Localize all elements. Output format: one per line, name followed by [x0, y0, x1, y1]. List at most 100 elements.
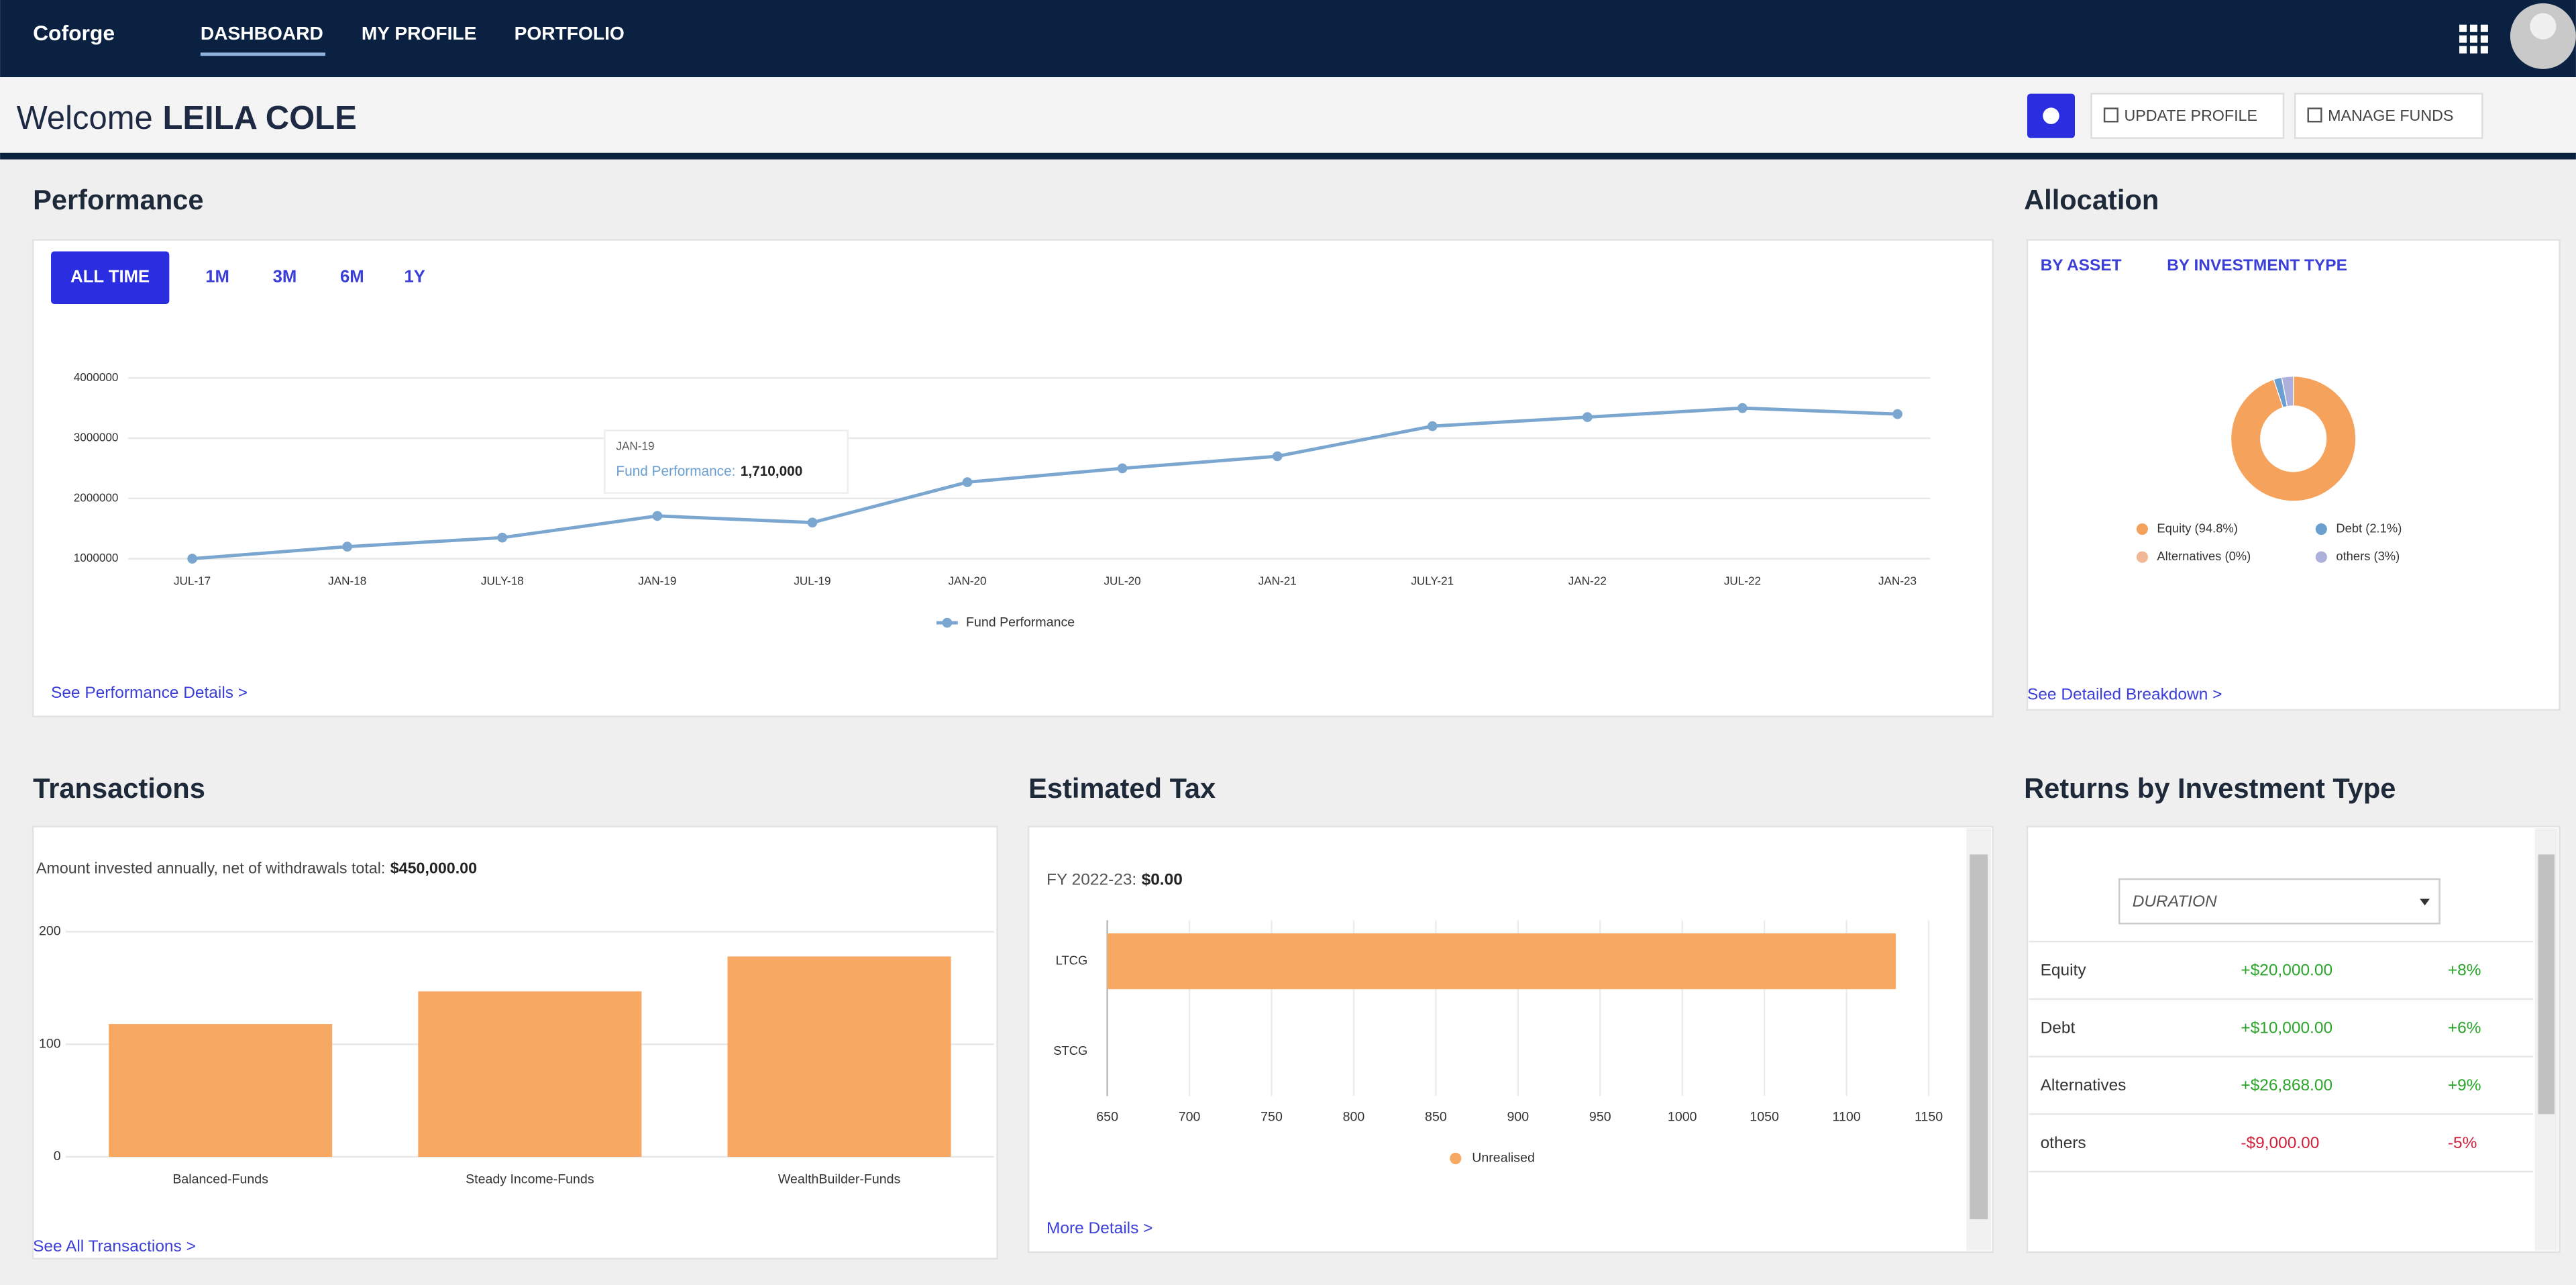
summary-total: $450,000.00 [390, 860, 477, 877]
welcome: Welcome LEILA COLE [17, 100, 357, 136]
tax-period: FY 2022-23: $0.00 [1046, 871, 1183, 889]
range-button[interactable]: 1Y [405, 268, 425, 287]
header-button[interactable] [2294, 93, 2483, 139]
apps-icon-cell [2480, 46, 2488, 54]
x-tick-label: Steady Income-Funds [466, 1172, 594, 1186]
summary: Amount invested annually, net of withdra… [36, 860, 477, 877]
tooltip-text: Fund Performance: 1,710,000 [616, 463, 802, 478]
header-button-icon [2103, 107, 2118, 123]
header-button[interactable] [2090, 93, 2285, 139]
details-link[interactable]: See All Transactions > [33, 1237, 196, 1255]
apps-icon-cell [2469, 35, 2477, 43]
bar [109, 1024, 333, 1157]
section-title: Estimated Tax [1028, 772, 1216, 804]
legend-label: Debt (2.1%) [2336, 521, 2402, 535]
x-tick-label: 800 [1343, 1109, 1365, 1124]
avatar-head [2530, 13, 2557, 40]
x-tick-label: JUL-17 [174, 574, 211, 587]
legend-label: Equity (94.8%) [2157, 521, 2237, 535]
x-tick-label: 750 [1260, 1109, 1283, 1124]
table-cell: -$9,000.00 [2241, 1134, 2319, 1152]
header-button-label[interactable]: MANAGE FUNDS [2328, 107, 2453, 124]
line-point [1582, 412, 1593, 422]
table-cell: +$26,868.00 [2241, 1076, 2332, 1094]
details-link[interactable]: See Performance Details > [51, 684, 248, 702]
x-tick-label: 1000 [1668, 1109, 1697, 1124]
pie-slice [2281, 376, 2294, 407]
line-point [807, 517, 818, 528]
y-tick-label: 0 [54, 1149, 61, 1164]
line-point [1892, 409, 1902, 419]
x-tick-label: JAN-19 [638, 574, 676, 587]
x-tick-label: JAN-18 [328, 574, 366, 587]
apps-icon-cell [2480, 24, 2488, 32]
scrollbar-thumb [2538, 854, 2555, 1115]
card [1027, 825, 1994, 1253]
line-point [962, 477, 973, 487]
apps-icon-cell [2459, 35, 2467, 43]
legend-marker [2315, 523, 2327, 535]
x-tick-label: 900 [1507, 1109, 1529, 1124]
x-tick-label: 850 [1425, 1109, 1447, 1124]
header-button-label[interactable]: UPDATE PROFILE [2124, 107, 2257, 124]
range-button[interactable]: 6M [340, 268, 364, 287]
bar [418, 991, 642, 1157]
legend-label: Fund Performance [966, 615, 1075, 629]
range-button[interactable]: ALL TIME [70, 268, 150, 287]
table-cell: Equity [2041, 962, 2087, 980]
x-tick-label: 1100 [1833, 1109, 1861, 1124]
section-title: Allocation [2024, 184, 2159, 215]
details-link[interactable]: See Detailed Breakdown > [2027, 685, 2222, 703]
x-tick-label: JULY-18 [481, 574, 524, 587]
table-cell: Alternatives [2041, 1076, 2127, 1094]
line-point [497, 532, 508, 543]
x-tick-label: 650 [1096, 1109, 1118, 1124]
x-tick-label: Balanced-Funds [172, 1172, 268, 1186]
range-button-active[interactable] [51, 251, 170, 305]
x-tick-label: JAN-23 [1878, 574, 1917, 587]
summary-text: Amount invested annually, net of withdra… [36, 860, 385, 877]
range-button[interactable]: 3M [273, 268, 297, 287]
range-button[interactable]: 1M [205, 268, 229, 287]
nav-link[interactable]: DASHBOARD [201, 23, 323, 44]
apps-icon-cell [2480, 35, 2488, 43]
x-tick-label: JAN-22 [1568, 574, 1607, 587]
y-tick-label: STCG [1053, 1043, 1087, 1058]
line-point [1737, 403, 1748, 413]
x-tick-label: 700 [1179, 1109, 1201, 1124]
table-cell: +$10,000.00 [2241, 1019, 2332, 1037]
line-point [1272, 451, 1283, 462]
legend-marker [2136, 551, 2148, 563]
x-tick-label: JUL-19 [794, 574, 830, 587]
tab[interactable]: BY INVESTMENT TYPE [2167, 256, 2347, 274]
card [32, 239, 1994, 717]
tab[interactable]: BY ASSET [2041, 256, 2122, 274]
y-tick-label: 4000000 [74, 370, 119, 384]
line-point [652, 511, 663, 521]
x-tick-label: JULY-21 [1411, 574, 1454, 587]
nav-underline [200, 52, 325, 56]
nav-link[interactable]: PORTFOLIO [515, 23, 625, 44]
x-tick-label: 1150 [1915, 1109, 1943, 1124]
header-rule [0, 152, 2576, 160]
table-cell: +9% [2448, 1076, 2481, 1094]
x-tick-label: JUL-20 [1104, 574, 1141, 587]
y-tick-label: 2000000 [74, 491, 119, 504]
dropdown-caret [2420, 898, 2430, 906]
legend-label: Unrealised [1472, 1151, 1535, 1166]
nav-bar [0, 0, 2576, 78]
dropdown[interactable] [2118, 878, 2440, 925]
y-tick-label: LTCG [1056, 953, 1088, 967]
table-cell: +$20,000.00 [2241, 962, 2332, 980]
line-series [192, 406, 1898, 561]
nav-link[interactable]: MY PROFILE [362, 23, 477, 44]
details-link[interactable]: More Details > [1046, 1219, 1152, 1237]
icon-button-glyph [2043, 107, 2059, 124]
dropdown-label[interactable]: DURATION [2133, 892, 2217, 911]
scrollbar-thumb [1970, 854, 1988, 1220]
legend-marker [1450, 1152, 1462, 1165]
table-cell: Debt [2041, 1019, 2076, 1037]
y-tick-label: 100 [39, 1036, 61, 1051]
table-cell: +6% [2448, 1019, 2481, 1037]
